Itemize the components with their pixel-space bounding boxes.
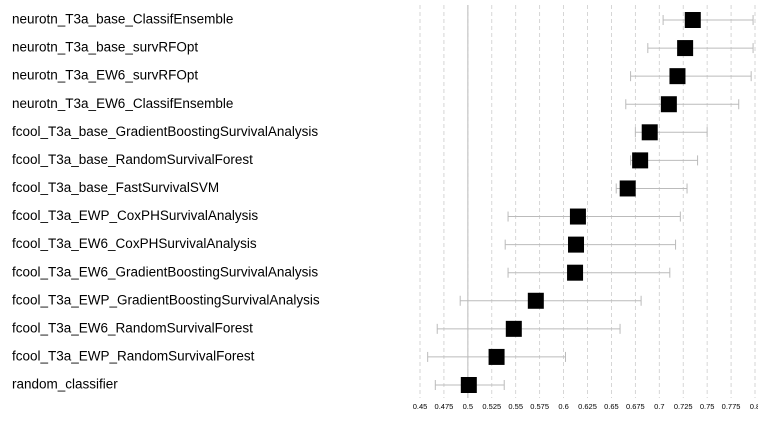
x-tick-label: 0.6 xyxy=(558,402,568,411)
row-label: fcool_T3a_base_FastSurvivalSVM xyxy=(12,180,219,195)
x-tick-label: 0.625 xyxy=(578,402,597,411)
row-label: neurotn_T3a_base_ClassifEnsemble xyxy=(12,12,233,27)
point xyxy=(568,236,585,253)
x-tick-label: 0.675 xyxy=(626,402,645,411)
row-label: fcool_T3a_EW6_CoxPHSurvivalAnalysis xyxy=(12,236,257,251)
x-tick-label: 0.75 xyxy=(700,402,715,411)
point xyxy=(569,208,586,225)
x-tick-label: 0.65 xyxy=(604,402,619,411)
row-label: neurotn_T3a_base_survRFOpt xyxy=(12,40,198,55)
point xyxy=(527,292,544,309)
point xyxy=(684,12,701,28)
row-label: fcool_T3a_base_GradientBoostingSurvivalA… xyxy=(12,124,318,139)
row-label: neurotn_T3a_EW6_ClassifEnsemble xyxy=(12,96,233,111)
point xyxy=(505,320,522,337)
x-tick-label: 0.525 xyxy=(482,402,501,411)
point xyxy=(632,152,649,169)
point xyxy=(641,124,658,141)
row-label: fcool_T3a_EW6_GradientBoostingSurvivalAn… xyxy=(12,264,318,279)
x-tick-label: 0.575 xyxy=(530,402,549,411)
row-label: neurotn_T3a_EW6_survRFOpt xyxy=(12,68,198,83)
x-tick-label: 0.8 xyxy=(750,402,758,411)
row-label: fcool_T3a_EW6_RandomSurvivalForest xyxy=(12,320,253,335)
point xyxy=(669,68,686,85)
x-tick-label: 0.7 xyxy=(654,402,664,411)
x-tick-label: 0.725 xyxy=(674,402,693,411)
point xyxy=(660,96,677,113)
point xyxy=(677,40,694,57)
point xyxy=(619,180,636,197)
x-tick-label: 0.55 xyxy=(508,402,523,411)
point xyxy=(567,264,584,281)
x-tick-label: 0.775 xyxy=(722,402,741,411)
row-label: random_classifier xyxy=(12,377,118,392)
point xyxy=(488,348,505,365)
x-tick-label: 0.45 xyxy=(413,402,428,411)
point xyxy=(460,377,477,393)
x-tick-label: 0.475 xyxy=(435,402,454,411)
x-tick-label: 0.5 xyxy=(463,402,473,411)
row-label: fcool_T3a_EWP_RandomSurvivalForest xyxy=(12,348,255,363)
row-label: fcool_T3a_EWP_CoxPHSurvivalAnalysis xyxy=(12,208,258,223)
row-label: fcool_T3a_EWP_GradientBoostingSurvivalAn… xyxy=(12,292,320,307)
row-label: fcool_T3a_base_RandomSurvivalForest xyxy=(12,152,253,167)
